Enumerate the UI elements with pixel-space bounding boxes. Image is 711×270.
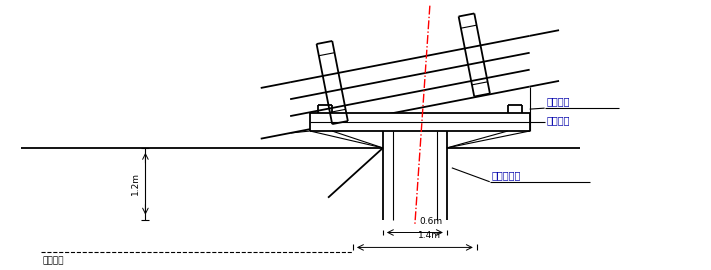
Text: 笼护内边: 笼护内边 xyxy=(547,115,570,125)
Text: 1.4m: 1.4m xyxy=(418,231,441,241)
Text: 中心轴线: 中心轴线 xyxy=(43,256,64,265)
Text: 笼护内边线: 笼护内边线 xyxy=(492,170,521,180)
Text: 0.6m: 0.6m xyxy=(420,217,443,225)
Bar xyxy=(310,113,530,131)
Text: 1.2m: 1.2m xyxy=(131,172,140,195)
Bar xyxy=(383,131,447,220)
Text: 定位型钉: 定位型钉 xyxy=(547,96,570,106)
